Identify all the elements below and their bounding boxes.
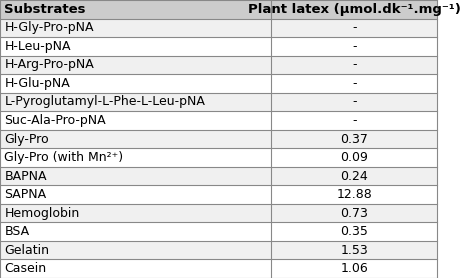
Bar: [271, 111, 438, 130]
Bar: [0, 130, 271, 148]
Text: H-Gly-Pro-pNA: H-Gly-Pro-pNA: [4, 21, 94, 34]
Bar: [0, 204, 271, 222]
Bar: [0, 148, 271, 167]
Bar: [0, 56, 271, 74]
Text: 0.37: 0.37: [340, 133, 368, 145]
Bar: [271, 222, 438, 241]
Text: H-Leu-pNA: H-Leu-pNA: [4, 40, 71, 53]
Bar: [271, 167, 438, 185]
Bar: [271, 93, 438, 111]
Bar: [0, 185, 271, 204]
Bar: [271, 37, 438, 56]
Text: 0.24: 0.24: [340, 170, 368, 183]
Text: -: -: [352, 95, 356, 108]
Text: BAPNA: BAPNA: [4, 170, 47, 183]
Text: -: -: [352, 58, 356, 71]
Text: Casein: Casein: [4, 262, 46, 275]
Bar: [271, 204, 438, 222]
Bar: [0, 167, 271, 185]
Text: Gly-Pro: Gly-Pro: [4, 133, 49, 145]
Bar: [271, 185, 438, 204]
Bar: [0, 259, 271, 278]
Text: H-Arg-Pro-pNA: H-Arg-Pro-pNA: [4, 58, 94, 71]
Text: Hemoglobin: Hemoglobin: [4, 207, 80, 220]
Bar: [271, 148, 438, 167]
Bar: [271, 74, 438, 93]
Text: -: -: [352, 114, 356, 127]
Text: L-Pyroglutamyl-L-Phe-L-Leu-pNA: L-Pyroglutamyl-L-Phe-L-Leu-pNA: [4, 95, 205, 108]
Bar: [271, 56, 438, 74]
Text: SAPNA: SAPNA: [4, 188, 46, 201]
Bar: [271, 130, 438, 148]
Text: Gly-Pro (with Mn²⁺): Gly-Pro (with Mn²⁺): [4, 151, 124, 164]
Bar: [0, 241, 271, 259]
Text: -: -: [352, 21, 356, 34]
Bar: [0, 222, 271, 241]
Text: 0.09: 0.09: [340, 151, 368, 164]
Bar: [271, 0, 438, 19]
Text: 12.88: 12.88: [337, 188, 372, 201]
Bar: [0, 37, 271, 56]
Bar: [0, 111, 271, 130]
Bar: [0, 74, 271, 93]
Text: -: -: [352, 40, 356, 53]
Bar: [0, 0, 271, 19]
Text: 1.53: 1.53: [340, 244, 368, 257]
Text: Plant latex (μmol.dk⁻¹.mg⁻¹): Plant latex (μmol.dk⁻¹.mg⁻¹): [248, 3, 461, 16]
Bar: [271, 19, 438, 37]
Text: Gelatin: Gelatin: [4, 244, 49, 257]
Text: Substrates: Substrates: [4, 3, 86, 16]
Bar: [0, 19, 271, 37]
Text: Suc-Ala-Pro-pNA: Suc-Ala-Pro-pNA: [4, 114, 106, 127]
Text: 1.06: 1.06: [340, 262, 368, 275]
Text: BSA: BSA: [4, 225, 29, 238]
Text: 0.35: 0.35: [340, 225, 368, 238]
Bar: [271, 241, 438, 259]
Text: 0.73: 0.73: [340, 207, 368, 220]
Text: -: -: [352, 77, 356, 90]
Bar: [0, 93, 271, 111]
Bar: [271, 259, 438, 278]
Text: H-Glu-pNA: H-Glu-pNA: [4, 77, 70, 90]
